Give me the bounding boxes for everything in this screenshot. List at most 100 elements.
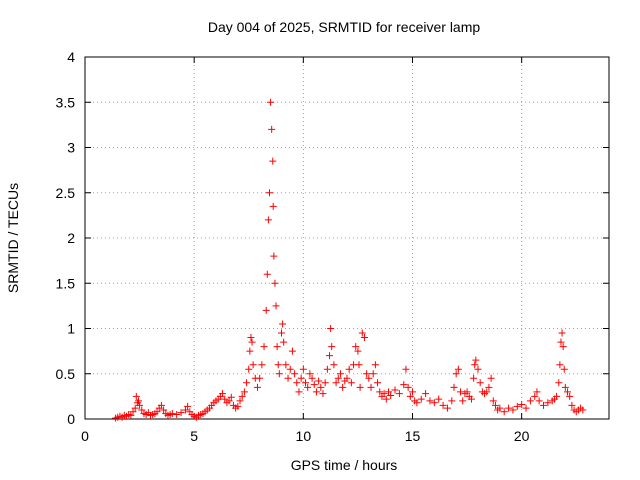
data-point xyxy=(293,379,301,387)
data-point xyxy=(295,388,303,396)
data-point xyxy=(561,383,569,391)
y-tick-label: 1 xyxy=(67,321,75,337)
data-point xyxy=(227,393,235,401)
data-point xyxy=(312,388,320,396)
data-point xyxy=(168,410,176,418)
data-point xyxy=(315,377,323,385)
data-point xyxy=(452,370,460,378)
data-point xyxy=(356,383,364,391)
axis-ticks: 0 5 10 15 20 0 0.5 1 1.5 2 2.5 3 3.5 4 xyxy=(56,49,609,444)
data-point xyxy=(505,404,513,412)
data-point xyxy=(435,395,443,403)
data-point xyxy=(160,406,168,414)
data-point xyxy=(472,356,480,364)
data-point xyxy=(450,383,458,391)
data-point xyxy=(560,365,568,373)
data-point xyxy=(343,374,351,382)
data-point xyxy=(243,379,251,387)
data-point xyxy=(268,125,276,133)
data-point xyxy=(347,379,355,387)
data-point xyxy=(306,370,314,378)
data-point xyxy=(157,401,165,409)
data-point xyxy=(138,406,146,414)
data-point xyxy=(454,365,462,373)
data-point xyxy=(476,379,484,387)
data-point xyxy=(271,279,279,287)
data-point xyxy=(354,347,362,355)
data-point xyxy=(240,388,248,396)
data-point xyxy=(302,379,310,387)
data-point xyxy=(387,391,395,399)
data-point xyxy=(323,365,331,373)
data-point xyxy=(556,361,564,369)
data-point xyxy=(382,395,390,403)
data-point xyxy=(406,392,414,400)
data-point xyxy=(439,401,447,409)
data-point xyxy=(558,329,566,337)
data-point xyxy=(326,352,334,360)
data-point xyxy=(136,401,144,409)
data-point xyxy=(317,383,325,391)
data-point xyxy=(273,343,281,351)
data-point xyxy=(260,343,268,351)
data-point xyxy=(487,374,495,382)
data-point xyxy=(369,370,377,378)
data-point xyxy=(134,397,142,405)
data-point xyxy=(253,383,261,391)
data-point xyxy=(263,270,271,278)
data-point xyxy=(463,388,471,396)
data-point xyxy=(291,370,299,378)
data-point xyxy=(540,401,547,409)
data-point xyxy=(345,365,353,373)
data-point xyxy=(310,381,318,389)
data-point xyxy=(557,338,565,346)
data-point xyxy=(272,302,280,310)
data-point xyxy=(355,361,363,369)
data-point xyxy=(564,388,572,396)
y-tick-label: 2 xyxy=(67,230,75,246)
data-point xyxy=(173,410,181,418)
data-point xyxy=(236,397,244,405)
data-point xyxy=(358,329,366,337)
data-point xyxy=(417,395,425,403)
data-point xyxy=(238,392,246,400)
data-point xyxy=(491,401,499,409)
data-point xyxy=(246,347,254,355)
data-point xyxy=(177,409,185,417)
data-point xyxy=(443,404,451,412)
data-point xyxy=(470,374,478,382)
data-point xyxy=(404,383,412,391)
data-point xyxy=(245,365,253,373)
y-tick-label: 4 xyxy=(67,49,75,65)
data-point xyxy=(467,395,475,403)
data-point xyxy=(339,383,347,391)
y-tick-label: 0.5 xyxy=(56,366,76,382)
data-point xyxy=(513,402,521,410)
data-point xyxy=(579,406,587,414)
data-point xyxy=(526,397,534,405)
data-point xyxy=(459,397,467,405)
data-point xyxy=(262,306,270,314)
data-point xyxy=(553,392,561,400)
y-tick-label: 1.5 xyxy=(56,275,76,291)
x-tick-label: 10 xyxy=(296,428,312,444)
data-point xyxy=(256,374,264,382)
data-point xyxy=(522,404,530,412)
data-point xyxy=(269,202,277,210)
data-point xyxy=(374,379,382,387)
y-tick-label: 0 xyxy=(67,411,75,427)
y-tick-label: 3 xyxy=(67,140,75,156)
data-point xyxy=(280,338,288,346)
x-tick-label: 15 xyxy=(405,428,421,444)
data-point xyxy=(319,390,327,398)
data-point xyxy=(225,397,233,405)
data-point xyxy=(127,411,135,419)
data-point xyxy=(308,374,316,382)
data-point xyxy=(270,252,278,260)
data-point xyxy=(531,392,539,400)
plot-area xyxy=(84,56,610,420)
data-point xyxy=(321,379,329,387)
data-point xyxy=(409,388,416,396)
y-tick-label: 3.5 xyxy=(56,94,76,110)
